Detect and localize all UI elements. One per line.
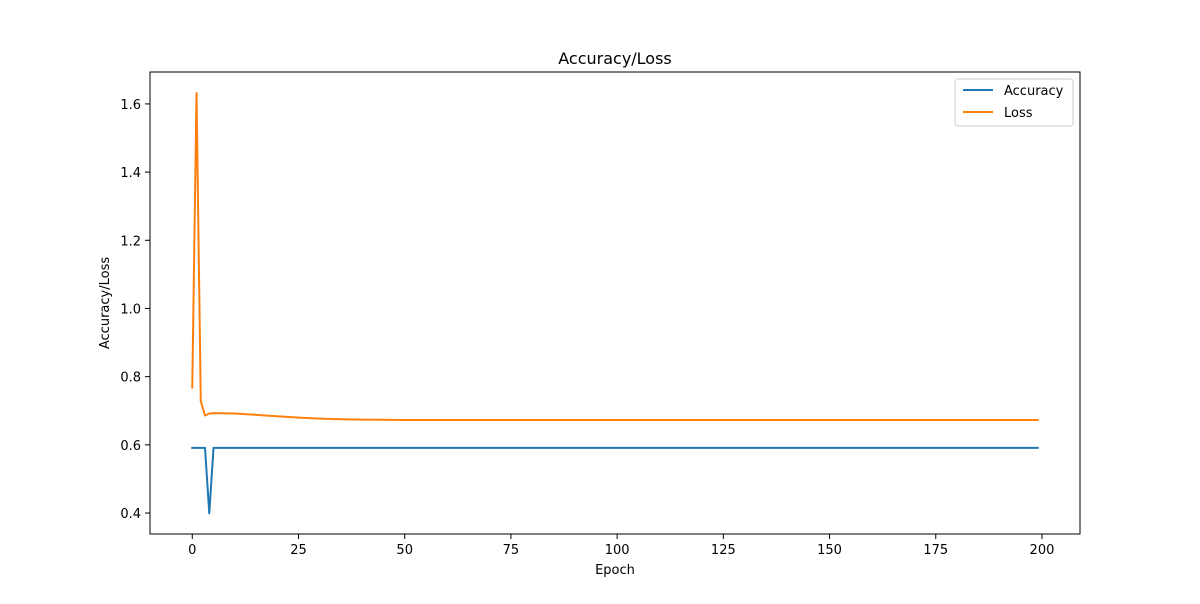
- series-line-accuracy: [191, 446, 1039, 515]
- x-tick-label: 125: [711, 543, 736, 558]
- x-tick-label: 50: [396, 543, 413, 558]
- y-tick-label: 1.2: [120, 234, 141, 249]
- legend-label-accuracy: Accuracy: [1004, 84, 1064, 99]
- legend: Accuracy Loss: [954, 78, 1074, 127]
- y-tick-label: 0.6: [120, 439, 141, 454]
- y-axis-ticks: 0.4 0.6 0.8 1.0 1.2 1.4 1.6: [120, 98, 150, 522]
- y-tick-label: 1.6: [120, 98, 141, 113]
- legend-label-loss: Loss: [1004, 106, 1033, 121]
- series-line-loss: [191, 92, 1039, 421]
- axes-frame: [149, 71, 1081, 535]
- x-tick-label: 25: [290, 543, 307, 558]
- x-tick-label: 200: [1030, 543, 1055, 558]
- x-tick-label: 150: [817, 543, 842, 558]
- y-tick-label: 0.8: [120, 371, 141, 386]
- x-tick-label: 0: [188, 543, 196, 558]
- x-axis-label: Epoch: [595, 563, 635, 578]
- x-tick-label: 75: [503, 543, 520, 558]
- chart-title: Accuracy/Loss: [558, 49, 672, 68]
- y-tick-label: 0.4: [120, 507, 141, 522]
- y-tick-label: 1.4: [120, 166, 141, 181]
- x-tick-label: 175: [923, 543, 948, 558]
- x-axis-ticks: 0 25 50 75 100 125 150 175 200: [188, 534, 1054, 558]
- y-tick-label: 1.0: [120, 302, 141, 317]
- y-axis-label: Accuracy/Loss: [98, 257, 113, 349]
- x-tick-label: 100: [605, 543, 630, 558]
- plot-lines: [191, 92, 1039, 515]
